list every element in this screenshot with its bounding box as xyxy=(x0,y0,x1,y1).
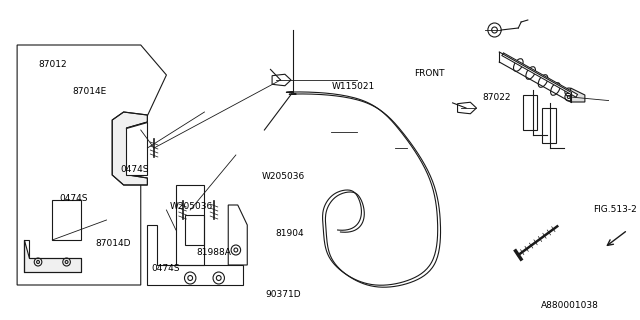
Text: W115021: W115021 xyxy=(332,82,375,91)
Text: A880001038: A880001038 xyxy=(541,301,599,310)
Polygon shape xyxy=(127,122,147,175)
Text: 87014E: 87014E xyxy=(72,87,106,96)
Ellipse shape xyxy=(550,83,560,95)
Polygon shape xyxy=(571,88,585,102)
Ellipse shape xyxy=(513,59,523,71)
Text: FIG.513-2: FIG.513-2 xyxy=(593,205,637,214)
Text: 90371D: 90371D xyxy=(266,290,301,299)
Text: 87022: 87022 xyxy=(483,93,511,102)
Text: 81904: 81904 xyxy=(276,229,305,238)
Ellipse shape xyxy=(538,75,548,87)
Text: W205036: W205036 xyxy=(170,202,213,211)
Ellipse shape xyxy=(526,67,536,79)
Text: 0474S: 0474S xyxy=(120,165,149,174)
Text: 87014D: 87014D xyxy=(95,239,131,248)
Polygon shape xyxy=(112,112,147,185)
Text: FRONT: FRONT xyxy=(414,69,444,78)
Text: W205036: W205036 xyxy=(262,172,305,180)
Text: 0474S: 0474S xyxy=(60,194,88,203)
Polygon shape xyxy=(24,240,81,272)
Text: 81988A: 81988A xyxy=(196,248,231,257)
Text: 0474S: 0474S xyxy=(151,264,180,273)
Text: 87012: 87012 xyxy=(38,60,67,68)
